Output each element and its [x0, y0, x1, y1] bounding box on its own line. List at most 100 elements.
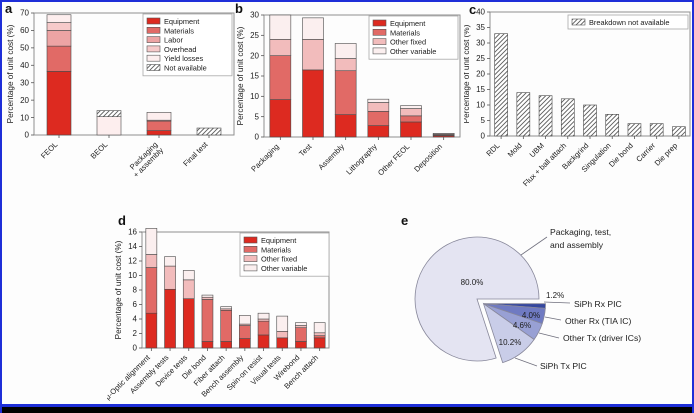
pie-slice-label: Other Rx (TIA IC): [565, 316, 632, 326]
panel-label-d: d: [118, 213, 126, 228]
legend-swatch: [372, 47, 387, 55]
legend-swatch: [146, 54, 161, 62]
legend-label: Other fixed: [261, 255, 297, 264]
x-tick-label: Assembly: [316, 142, 346, 172]
leader-line: [520, 236, 548, 256]
legend-swatch: [243, 255, 258, 262]
bar-segment: [400, 115, 422, 123]
x-tick-label: BEOL: [89, 140, 110, 161]
y-tick-label: 0: [25, 131, 30, 140]
bar-segment: [257, 312, 270, 320]
panel-c-chart: 0 5 10 15 20 25 30 35 40 Percentage of unit cost …: [464, 8, 691, 188]
legend-label: Materials: [390, 28, 420, 37]
bar-segment: [313, 322, 326, 334]
leader-line: [543, 301, 571, 304]
bottom-black-bar: [2, 407, 692, 413]
panel-e-chart: 80.0% 1.2% SiPh Rx PIC 4.0% Other Rx (TIA IC…: [414, 227, 641, 371]
pie-pct-label: 4.6%: [513, 321, 531, 330]
y-tick-label: 0: [255, 133, 260, 142]
legend-label: Equipment: [390, 19, 425, 28]
bar-segment: [302, 69, 324, 138]
bar-segment: [164, 256, 176, 267]
y-tick-label: 10: [476, 101, 485, 110]
x-tick-label: Mold: [506, 141, 524, 159]
y-tick-label: 50: [20, 44, 29, 53]
bar-segment: [239, 325, 251, 339]
bar-segment: [96, 116, 122, 136]
y-tick-label: 30: [476, 39, 485, 48]
x-tick-label: Test: [297, 141, 314, 158]
y-tick-label: 40: [20, 61, 29, 70]
y-tick-label: 5: [481, 116, 486, 125]
legend-label: Yield losses: [164, 54, 203, 63]
legend-label: Other fixed: [390, 38, 426, 47]
x-tick-label: FEOL: [39, 140, 59, 160]
legend-swatch: [243, 245, 258, 253]
x-tick-label: Lithography: [344, 142, 379, 177]
panel-label-c: c: [469, 2, 477, 17]
pie-slice-label: and assembly: [550, 240, 604, 250]
legend-swatch: [372, 19, 387, 27]
bar-segment: [276, 337, 289, 349]
bar-segment: [46, 22, 72, 31]
pie-pct-label: 4.0%: [522, 311, 540, 320]
bar-segment: [201, 296, 214, 300]
bar-segment: [605, 114, 620, 137]
bar-segment: [269, 39, 292, 56]
bar-segment: [182, 298, 195, 349]
legend-label: Equipment: [164, 17, 199, 26]
legend-swatch: [146, 36, 161, 43]
bar-segment: [400, 108, 422, 117]
bar-segment: [560, 98, 575, 137]
bar-segment: [302, 17, 324, 40]
y-tick-label: 20: [20, 96, 29, 105]
leader-line: [538, 332, 560, 339]
panel-d-chart: 0 2 4 6 8 10 12 14 16 Percentage of unit cost (%)…: [107, 228, 330, 402]
legend-swatch: [372, 38, 387, 45]
bar-segment: [432, 133, 455, 135]
bar-segment: [367, 98, 390, 103]
bar-segment: [367, 125, 390, 138]
legend-swatch: [146, 45, 161, 53]
y-tick-label: 35: [476, 23, 485, 32]
legend-label: Overhead: [164, 45, 196, 54]
y-tick-label: 25: [476, 54, 485, 63]
x-tick-label: Die bond: [607, 141, 635, 169]
y-axis-title: Percentage of unit cost (%): [464, 24, 471, 123]
y-tick-label: 0: [481, 132, 486, 141]
bar-segment: [313, 335, 326, 339]
bar-segment: [239, 315, 251, 325]
y-tick-label: 20: [476, 70, 485, 79]
legend-label: Materials: [261, 245, 291, 254]
bar-segment: [295, 325, 307, 329]
bar-segment: [46, 45, 72, 72]
x-tick-label: Packaging: [249, 142, 280, 173]
bar-segment: [220, 306, 232, 310]
panel-b-chart: 0 5 10 15 20 25 30 Percentage of unit cost (%) P…: [236, 11, 461, 177]
bar-segment: [182, 270, 195, 281]
bar-segment: [146, 112, 172, 121]
bar-segment: [220, 310, 232, 342]
legend-swatch: [372, 28, 387, 36]
y-tick-label: 30: [20, 78, 29, 87]
pie-slice-label: Packaging, test,: [550, 227, 611, 237]
bar-segment: [201, 294, 214, 298]
bar-segment: [334, 114, 357, 138]
legend-swatch: [243, 264, 258, 272]
panel-label-e: e: [401, 213, 409, 228]
y-tick-label: 25: [250, 31, 259, 40]
bar-segment: [145, 267, 158, 314]
y-tick-label: 16: [128, 228, 137, 237]
pie-pct-label: 80.0%: [461, 278, 484, 287]
bar-segment: [239, 338, 251, 349]
bar-segment: [295, 341, 307, 349]
bar-segment: [269, 55, 292, 100]
y-tick-label: 14: [128, 242, 137, 251]
bar-segment: [400, 105, 422, 109]
legend-label: Breakdown not available: [589, 18, 670, 27]
pie-slice: [414, 236, 540, 362]
bottom-blue-line: [2, 404, 692, 407]
pie-slice-label: SiPh Tx PIC: [540, 361, 587, 371]
bar-segment: [145, 312, 158, 349]
